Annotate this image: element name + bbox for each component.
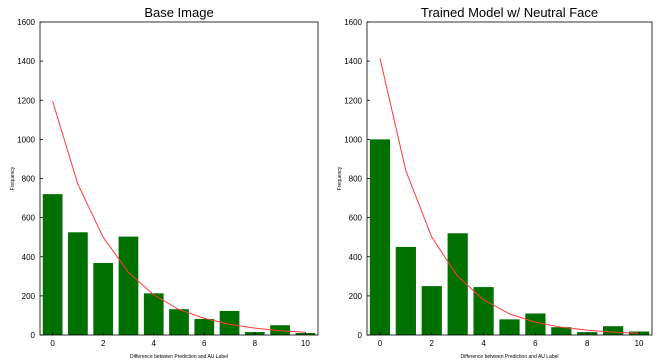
chart-1-y-tick-label: 800 [22,175,36,184]
chart-1-x-tick-label: 10 [301,339,310,348]
chart-1-y-tick-label: 1600 [17,18,35,27]
chart-2-bar [395,246,416,335]
chart-2-x-tick-label: 0 [378,339,383,348]
chart-1-x-tick-label: 2 [101,339,106,348]
chart-1-x-tick-label: 8 [253,339,258,348]
chart-2-y-tick-label: 1600 [344,18,362,27]
chart-1-bar [169,309,189,335]
chart-2-y-tick-label: 800 [349,175,363,184]
chart-2-y-tick-label: 1000 [344,135,362,144]
chart-2-x-axis-label: Difference between Prediction and AU Lab… [460,354,558,360]
chart-2-y-tick-label: 0 [358,331,363,340]
chart-2-title: Trained Model w/ Neutral Face [421,5,598,20]
chart-2-y-tick-label: 400 [349,253,363,262]
chart-2-fit-line [379,58,640,334]
chart-1-x-tick-label: 0 [50,339,55,348]
chart-2-bar [473,287,494,335]
chart-1-bar [118,236,139,335]
chart-2-bar [369,139,391,335]
chart-1-bar [219,310,240,335]
chart-1-y-tick-label: 1200 [17,96,35,105]
chart-1-bar [143,293,164,335]
chart-2-bar [447,233,468,335]
chart-1-bar [194,318,215,335]
chart-1-bar [270,325,290,335]
chart-2-bar [525,313,546,335]
chart-1-x-tick-label: 6 [202,339,207,348]
chart-1-bar [93,263,114,335]
chart-1-title: Base Image [144,5,213,20]
chart-2-y-axis-label: Frequency [337,166,343,190]
chart-2-bar [603,326,624,335]
chart-2-bar [421,286,442,335]
chart-2-x-tick-label: 6 [533,339,538,348]
chart-2-bar [551,327,572,335]
chart-2-x-tick-label: 4 [481,339,486,348]
chart-2-x-tick-label: 10 [635,339,644,348]
chart-2-y-tick-label: 1400 [344,57,362,66]
chart-1-x-tick-label: 4 [152,339,157,348]
chart-1-y-tick-label: 200 [22,292,36,301]
chart-1-y-tick-label: 400 [22,253,36,262]
chart-1-y-tick-label: 1400 [17,57,35,66]
chart-2-bar [499,319,520,335]
chart-1-y-tick-label: 600 [22,214,36,223]
chart-1-bar [42,194,63,335]
chart-1-bar [68,232,88,335]
chart-1-x-axis-label: Difference between Prediction and AU Lab… [130,354,228,360]
chart-2-x-tick-label: 8 [585,339,590,348]
chart-2-x-tick-label: 2 [430,339,435,348]
chart-2-y-tick-label: 200 [349,292,363,301]
chart-1-fit-line [52,101,306,333]
chart-1-y-tick-label: 1000 [17,135,35,144]
chart-1-y-axis-label: Frequency [10,166,16,190]
chart-2-y-tick-label: 1200 [344,96,362,105]
chart-2-y-tick-label: 600 [349,214,363,223]
chart-1-y-tick-label: 0 [31,331,36,340]
